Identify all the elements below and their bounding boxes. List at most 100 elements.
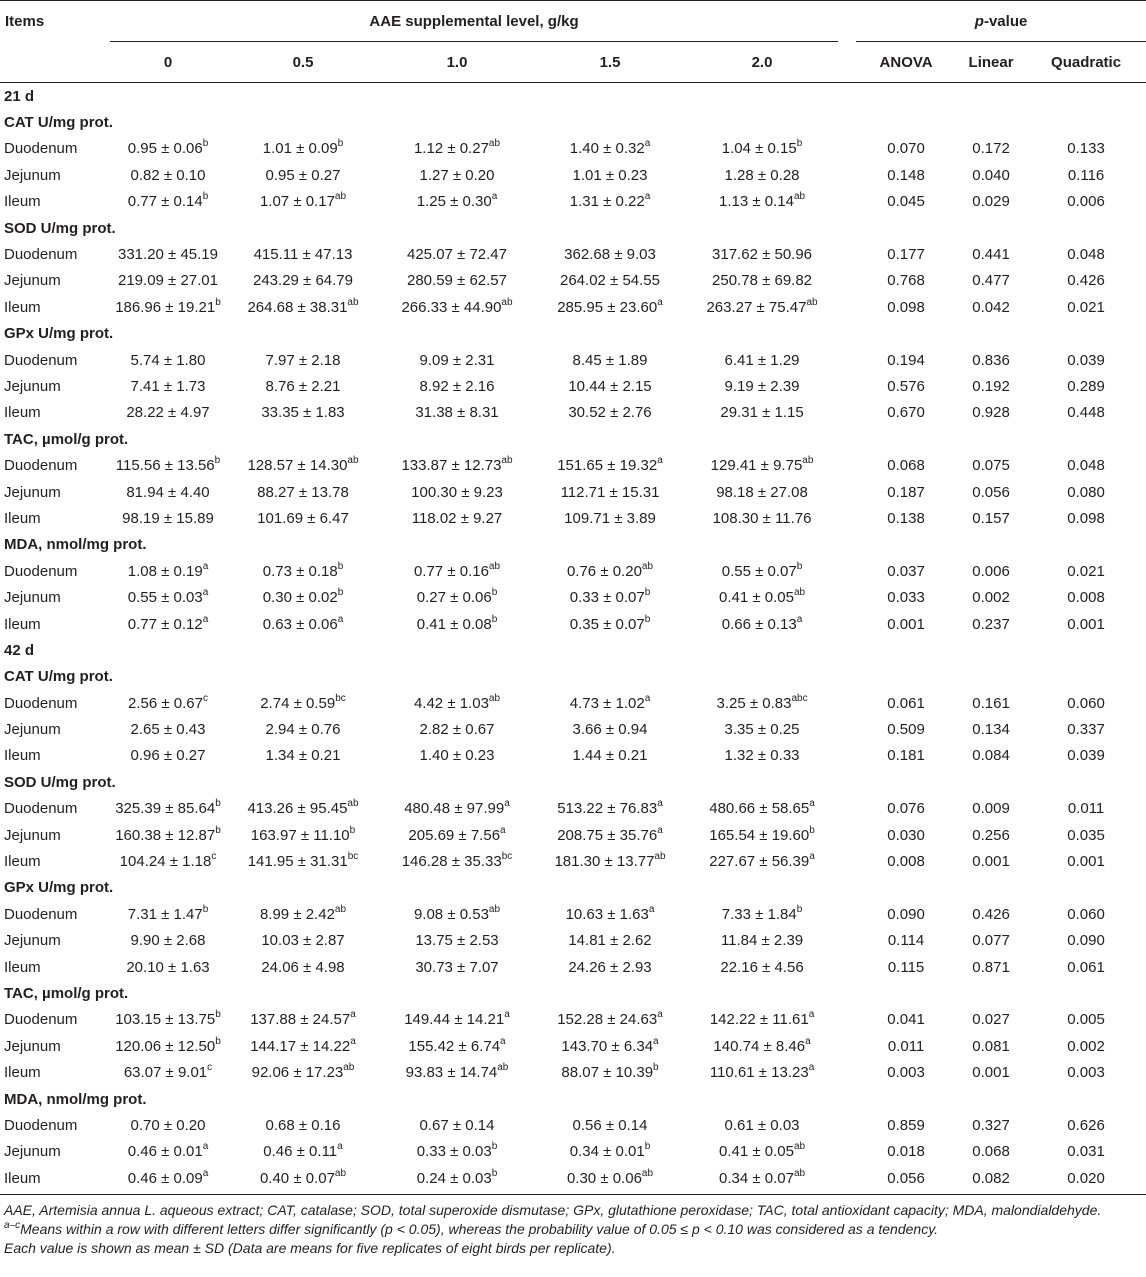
gap-cell	[838, 954, 856, 980]
value-cell: 1.40 ± 0.23	[380, 743, 534, 769]
mean-sd-value: 243.29 ± 64.79	[253, 272, 353, 290]
mean-sd-value: 362.68 ± 9.03	[564, 246, 656, 264]
value-cell: 63.07 ± 9.01c	[110, 1059, 226, 1085]
value-cell: 325.39 ± 85.64b	[110, 796, 226, 822]
mean-sd-value: 31.38 ± 8.31	[415, 404, 499, 422]
significance-letter: b	[215, 296, 221, 308]
tissue-label: Duodenum	[4, 1011, 78, 1029]
table-row: Ileum 0.77 ± 0.14b 1.07 ± 0.17ab 1.25 ± 0.3…	[0, 189, 1146, 215]
gap-cell	[838, 716, 856, 742]
mean-sd-value: 0.46 ± 0.09	[127, 1169, 203, 1187]
value-cell: 317.62 ± 50.96	[686, 241, 838, 267]
significance-letter: b	[337, 560, 344, 572]
significance-letter: b	[491, 1167, 498, 1179]
p-value-cell: 0.289	[1067, 377, 1105, 395]
value-cell: 33.35 ± 1.83	[226, 400, 380, 426]
tissue-label: Jejunum	[4, 1037, 61, 1055]
mean-sd-value: 415.11 ± 47.13	[253, 246, 353, 264]
mean-sd-value: 109.71 ± 3.89	[564, 509, 656, 527]
p-value-cell: 0.060	[1067, 905, 1105, 923]
p-value-cell: 0.035	[1067, 826, 1105, 844]
gap-cell	[838, 136, 856, 162]
gap-cell	[838, 162, 856, 188]
value-cell: 13.75 ± 2.53	[380, 928, 534, 954]
value-cell: 28.22 ± 4.97	[110, 400, 226, 426]
mean-sd-value: 208.75 ± 35.76	[557, 826, 658, 844]
p-value-cell: 0.029	[972, 193, 1010, 211]
group-row: GPx U/mg prot.	[0, 875, 1146, 901]
mean-sd-value: 118.02 ± 9.27	[411, 509, 503, 527]
gap-cell	[838, 1165, 857, 1196]
mean-sd-value: 0.30 ± 0.06	[566, 1169, 642, 1187]
table-row: Jejunum 0.55 ± 0.03a 0.30 ± 0.02b 0.27 ± 0.…	[0, 584, 1146, 610]
group-label: GPx U/mg prot.	[4, 325, 114, 343]
value-cell: 1.27 ± 0.20	[380, 162, 534, 188]
value-cell: 0.76 ± 0.20ab	[534, 558, 686, 584]
mean-sd-value: 186.96 ± 19.21	[115, 298, 216, 316]
group-label: CAT U/mg prot.	[4, 668, 113, 686]
significance-letter: ab	[488, 903, 501, 915]
table-row: Jejunum 81.94 ± 4.40 88.27 ± 13.78 100.30 ±…	[0, 479, 1146, 505]
tissue-label: Duodenum	[4, 246, 78, 264]
value-cell: 115.56 ± 13.56b	[110, 452, 226, 478]
mean-sd-value: 2.56 ± 0.67	[128, 694, 203, 712]
gap-cell	[838, 400, 856, 426]
value-cell: 133.87 ± 12.73ab	[380, 452, 534, 478]
table-row: Jejunum 120.06 ± 12.50b 144.17 ± 14.22a 155…	[0, 1033, 1146, 1059]
value-cell: 101.69 ± 6.47	[226, 505, 380, 531]
mean-sd-value: 10.44 ± 2.15	[568, 377, 652, 395]
significance-letter: bc	[501, 851, 513, 863]
significance-letter: b	[796, 138, 803, 150]
significance-letter: ab	[488, 560, 501, 572]
p-value-cell: 0.082	[956, 1165, 1027, 1196]
group-row: CAT U/mg prot.	[0, 664, 1146, 690]
value-cell: 108.30 ± 11.76	[686, 505, 838, 531]
value-cell: 3.66 ± 0.94	[534, 716, 686, 742]
items-header: Items	[0, 0, 110, 42]
value-cell: 0.77 ± 0.14b	[110, 189, 226, 215]
significance-letter: a	[809, 798, 815, 810]
value-cell: 425.07 ± 72.47	[380, 241, 534, 267]
mean-sd-value: 0.40 ± 0.07	[259, 1169, 335, 1187]
significance-letter: ab	[793, 1167, 806, 1179]
value-cell: 480.48 ± 97.99a	[380, 796, 534, 822]
p-value-cell: 0.172	[972, 140, 1010, 158]
value-cell: 93.83 ± 14.74ab	[380, 1059, 534, 1085]
p-value-cell: 0.871	[972, 958, 1010, 976]
table-row: Jejunum 0.82 ± 0.10 0.95 ± 0.27 1.27 ± 0.20…	[0, 162, 1146, 188]
significance-letter: b	[337, 587, 344, 599]
p-value-cell: 0.001	[972, 853, 1010, 871]
significance-letter: ab	[347, 296, 359, 308]
gap-cell	[838, 1112, 856, 1138]
gap-cell	[838, 822, 856, 848]
p-value-cell: 0.256	[972, 826, 1010, 844]
significance-letter: b	[202, 191, 209, 203]
p-value-cell: 0.008	[1067, 589, 1105, 607]
mean-sd-value: 6.41 ± 1.29	[724, 351, 800, 369]
significance-letter: b	[644, 587, 651, 599]
value-cell: 24.06 ± 4.98	[226, 954, 380, 980]
group-row: TAC, µmol/g prot.	[0, 426, 1146, 452]
mean-sd-value: 101.69 ± 6.47	[257, 509, 349, 527]
tissue-label: Ileum	[4, 958, 41, 976]
p-value-cell: 0.080	[1067, 483, 1105, 501]
value-cell: 0.46 ± 0.11a	[226, 1139, 380, 1165]
p-value-cell: 0.045	[887, 193, 925, 211]
value-cell: 88.27 ± 13.78	[226, 479, 380, 505]
mean-sd-value: 3.66 ± 0.94	[572, 721, 648, 739]
mean-sd-value: 8.99 ± 2.42	[259, 905, 335, 923]
tissue-label: Duodenum	[4, 140, 78, 158]
significance-letter: a	[350, 1009, 356, 1021]
value-cell: 9.08 ± 0.53ab	[380, 901, 534, 927]
footnote-significance: a–cMeans within a row with different let…	[4, 1220, 1146, 1239]
mean-sd-value: 14.81 ± 2.62	[568, 932, 652, 950]
table-row: Jejunum 0.46 ± 0.01a 0.46 ± 0.11a 0.33 ± 0.…	[0, 1139, 1146, 1165]
p-value-cell: 0.576	[887, 377, 925, 395]
value-cell: 152.28 ± 24.63a	[534, 1007, 686, 1033]
significance-letter: a	[202, 1141, 209, 1153]
mean-sd-value: 480.66 ± 58.65	[709, 800, 810, 818]
gap-cell	[838, 1139, 856, 1165]
p-value-cell: 0.836	[972, 351, 1010, 369]
mean-sd-value: 3.25 ± 0.83	[716, 694, 792, 712]
mean-sd-value: 81.94 ± 4.40	[126, 483, 210, 501]
